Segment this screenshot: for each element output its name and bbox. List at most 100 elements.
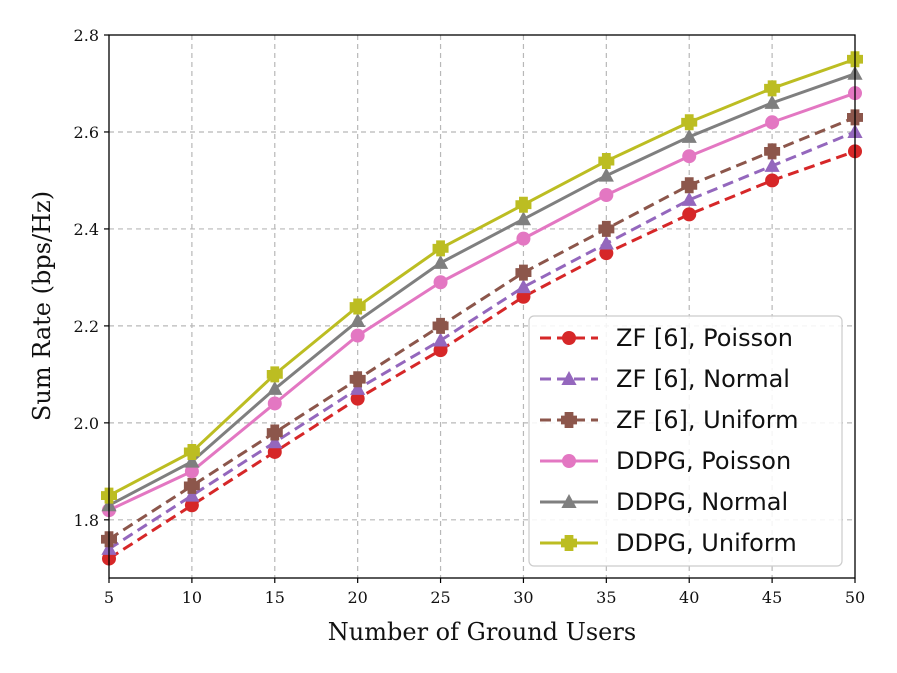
legend-label: DDPG, Poisson [616, 447, 791, 475]
x-tick-label: 5 [104, 588, 114, 607]
legend-item: ZF [6], Normal [540, 365, 790, 393]
series-layer [101, 51, 863, 566]
legend-label: DDPG, Uniform [616, 529, 797, 557]
data-point [267, 396, 282, 411]
data-point [515, 279, 532, 294]
y-axis-title: Sum Rate (bps/Hz) [28, 191, 56, 421]
y-tick-label: 2.8 [74, 26, 99, 45]
data-point [681, 114, 698, 131]
x-tick-label: 20 [347, 588, 367, 607]
data-point [515, 196, 532, 213]
data-point [184, 464, 199, 479]
data-point [350, 380, 366, 395]
plot-frame [108, 34, 856, 579]
data-point [183, 477, 200, 494]
data-point [765, 115, 780, 130]
data-point [681, 177, 698, 194]
x-tick-label: 30 [513, 588, 533, 607]
data-point [681, 128, 697, 143]
data-point [266, 424, 283, 441]
data-point [349, 298, 366, 315]
legend-marker [561, 494, 577, 508]
data-point [267, 380, 283, 395]
data-point [432, 240, 449, 257]
data-point [350, 391, 365, 406]
legend-label: ZF [6], Normal [616, 365, 790, 393]
x-tick-label: 25 [430, 588, 450, 607]
legend-marker [561, 535, 577, 551]
legend-item: DDPG, Uniform [540, 529, 797, 557]
data-point [184, 498, 199, 513]
data-point [681, 191, 697, 206]
data-point [598, 153, 615, 170]
legend-marker [562, 331, 576, 345]
data-point [598, 235, 614, 250]
data-point [184, 487, 200, 502]
data-point [433, 275, 448, 290]
y-tick-label: 2.2 [74, 317, 99, 336]
legend-marker [562, 454, 576, 468]
data-point [598, 220, 615, 237]
data-point [515, 211, 532, 226]
data-point [764, 94, 780, 109]
data-point [267, 434, 283, 449]
data-point [599, 187, 614, 202]
data-point [764, 80, 781, 97]
data-point [516, 231, 531, 246]
legend-item: ZF [6], Uniform [540, 406, 799, 434]
series-line [108, 116, 856, 541]
data-point [183, 443, 200, 460]
legend-item: DDPG, Normal [540, 488, 788, 516]
y-tick-label: 2.6 [74, 123, 99, 142]
data-point [350, 313, 366, 328]
legend-marker [561, 371, 577, 385]
series-line [108, 57, 856, 497]
data-point [764, 157, 780, 172]
data-point [598, 167, 614, 182]
y-tick-label: 2.4 [74, 220, 99, 239]
legend-marker [561, 412, 577, 428]
data-point [764, 143, 781, 160]
data-point [515, 264, 532, 281]
x-tick-label: 50 [845, 588, 865, 607]
series-line [108, 149, 856, 560]
data-point [267, 444, 282, 459]
y-tick-label: 1.8 [74, 511, 99, 530]
series-6 [101, 51, 863, 504]
data-point [184, 453, 200, 468]
x-tick-label: 40 [679, 588, 699, 607]
series-line [108, 72, 856, 507]
data-point [432, 332, 449, 347]
legend-box [528, 315, 843, 567]
series-line [108, 91, 856, 512]
data-point [599, 246, 614, 261]
x-tick-label: 10 [182, 588, 202, 607]
legend-item: DDPG, Poisson [540, 447, 791, 475]
data-point [349, 371, 366, 388]
y-tick-label: 2.0 [74, 414, 99, 433]
legend: ZF [6], Poisson ZF [6], Normal ZF [6], Uni… [528, 315, 843, 567]
data-point [432, 317, 449, 334]
legend-label: ZF [6], Uniform [616, 406, 799, 434]
data-point [682, 207, 697, 222]
data-point [350, 328, 365, 343]
x-tick-label: 35 [596, 588, 616, 607]
legend-item: ZF [6], Poisson [540, 324, 793, 352]
data-point [765, 173, 780, 188]
x-tick-label: 45 [762, 588, 782, 607]
data-point [266, 366, 283, 383]
x-tick-label: 15 [265, 588, 285, 607]
series-line [108, 130, 856, 551]
series-4 [102, 86, 862, 518]
series-1 [102, 144, 862, 566]
data-point [516, 289, 531, 304]
series-3 [101, 109, 863, 548]
legend-label: ZF [6], Poisson [616, 324, 793, 352]
legend-label: DDPG, Normal [616, 488, 788, 516]
ticks-layer: 5 10 15 20 25 30 35 40 45 50 1.8 2.0 2.2 2.4 2.6 2.8 [74, 26, 866, 607]
data-point [432, 254, 449, 269]
x-axis-title: Number of Ground Users [328, 618, 636, 646]
data-point [433, 343, 448, 358]
data-point [682, 149, 697, 164]
